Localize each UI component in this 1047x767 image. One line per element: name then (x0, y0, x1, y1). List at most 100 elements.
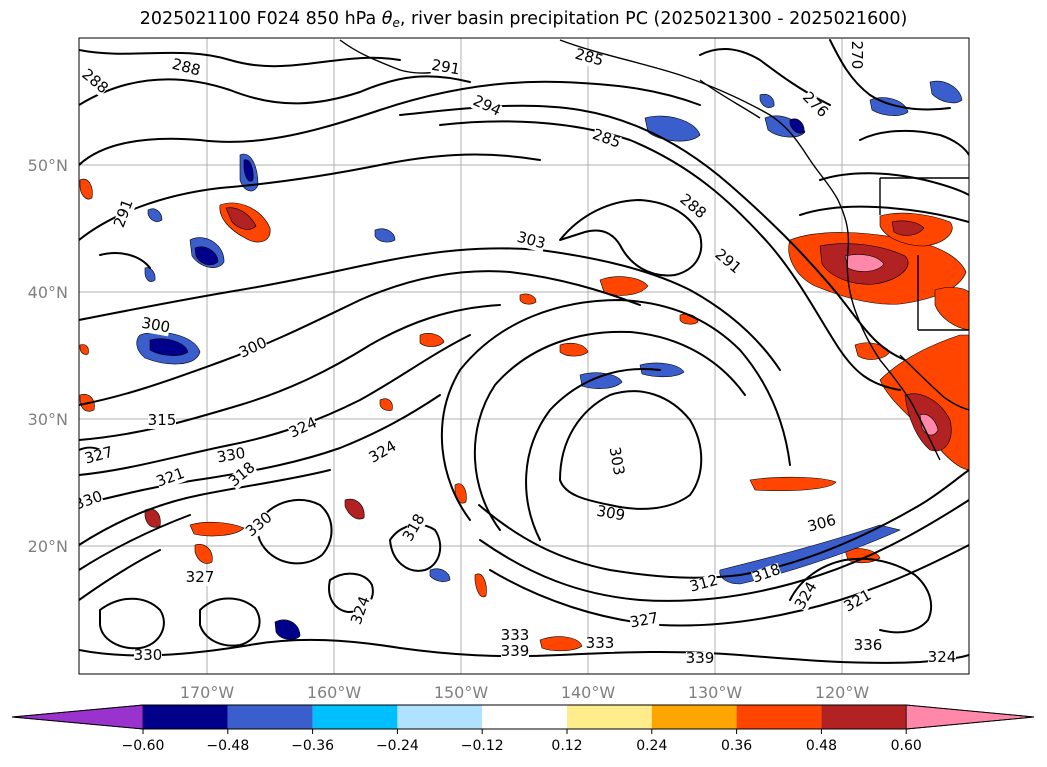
contour-label-background (148, 414, 176, 429)
colorbar-tick-label: 0.12 (551, 738, 582, 754)
longitude-labels: 170°W 160°W 150°W 140°W 130°W 120°W (180, 683, 870, 702)
contour-label-background (134, 649, 162, 664)
contour-label-background (629, 611, 660, 632)
colorbar-segment (821, 705, 907, 729)
latitude-label: 20°N (28, 537, 68, 556)
colorbar-tick-label: −0.12 (461, 738, 504, 754)
colorbar-segment (143, 705, 228, 729)
longitude-label: 150°W (434, 683, 489, 702)
colorbar-ticks: −0.60 −0.48 −0.36 −0.24 −0.12 0.12 0.24 0.36 0.4… (122, 729, 922, 754)
contour-label: 309 (595, 502, 626, 525)
colorbar-extend-min (11, 704, 144, 730)
colorbar-segment (397, 705, 483, 729)
colorbar-tick-label: −0.60 (122, 738, 165, 754)
contour-label-background (686, 652, 714, 667)
coastal-positive-region (854, 287, 969, 471)
title-suffix: , river basin precipitation PC (20250213… (399, 9, 908, 29)
contour-label-background (140, 316, 171, 337)
contour-label-background (793, 580, 821, 613)
colorbar-tick-label: −0.36 (291, 738, 334, 754)
colorbar-tick-label: 0.60 (891, 738, 922, 754)
contour-label: 330 (215, 444, 246, 467)
positive-anomaly-region (788, 212, 967, 305)
title-theta-subscript: e (392, 16, 400, 30)
colorbar-segments (11, 704, 1035, 730)
colorbar-segment (312, 705, 398, 729)
contour-label-background (430, 58, 461, 79)
contour-label: 303 (606, 445, 629, 476)
contour-label-background (573, 47, 605, 70)
contour-label-background (806, 513, 838, 536)
contour-label: 270 (848, 41, 866, 70)
longitude-label: 140°W (561, 683, 616, 702)
contour-label-background (112, 198, 137, 230)
colorbar-segment (567, 705, 652, 729)
contour-label-background (287, 416, 320, 442)
contour-label-background (244, 510, 276, 541)
contour-label-background (848, 41, 863, 69)
title-theta: θ (381, 9, 393, 29)
colorbar: −0.60 −0.48 −0.36 −0.24 −0.12 0.12 0.24 0.36 0.4… (11, 704, 1035, 754)
chart-title: 2025021100 F024 850 hPa θe, river basin … (0, 9, 1047, 30)
longitude-label: 130°W (688, 683, 743, 702)
contour-label-background (186, 571, 214, 586)
contour-label-background (470, 94, 503, 120)
contour-label: 300 (140, 314, 171, 337)
longitude-label: 160°W (307, 683, 362, 702)
colorbar-segment (736, 705, 822, 729)
colorbar-tick-label: −0.24 (376, 738, 419, 754)
contour-label-background (349, 595, 374, 627)
contour-label-background (590, 127, 622, 152)
map-panel: 288 2882912912942852852882912702763033003… (78, 37, 970, 675)
longitude-label: 120°W (815, 683, 870, 702)
contour-label: 333 (586, 634, 615, 652)
colorbar-tick-label: 0.36 (721, 738, 752, 754)
contour-label: 315 (148, 411, 177, 429)
contour-label: 339 (686, 649, 715, 667)
colorbar-segment (651, 705, 737, 729)
contour-label-background (676, 192, 708, 223)
colorbar-segment (482, 705, 567, 729)
contour-label-background (928, 651, 956, 666)
colorbar-tick-label: 0.48 (806, 738, 837, 754)
contour-label-background (216, 446, 247, 467)
contour-label-background (501, 629, 529, 644)
contour-label-background (170, 57, 202, 80)
contour-label-background (842, 588, 875, 616)
contour-label-background (854, 639, 882, 654)
title-prefix: 2025021100 F024 850 hPa (139, 9, 382, 29)
contour-label: 327 (186, 568, 215, 586)
contour-label-background (367, 439, 400, 467)
contour-label: 291 (430, 56, 461, 79)
contour-label: 324 (928, 648, 957, 666)
contour-label-background (586, 637, 614, 652)
contour-label: 330 (134, 646, 163, 664)
scattered-positive-cells (79, 178, 881, 652)
colorbar-tick-label: 0.24 (636, 738, 667, 754)
contour-label-background (79, 489, 105, 514)
contour-label-background (799, 90, 830, 121)
contour-label-background (83, 445, 115, 468)
colorbar-tick-label: −0.48 (206, 738, 249, 754)
contour-label-background (155, 466, 187, 491)
contour-label-background (79, 67, 110, 98)
latitude-labels: 50°N 40°N 30°N 20°N (28, 156, 68, 556)
colorbar-extend-max (905, 704, 1035, 730)
latitude-label: 40°N (28, 283, 68, 302)
contour-label-background (515, 230, 547, 253)
contour-label-background (401, 512, 429, 545)
graticule (79, 38, 969, 674)
latitude-label: 50°N (28, 156, 68, 175)
contour-label-background (595, 504, 626, 525)
coastlines (339, 39, 969, 461)
contour-label: 333 (501, 626, 530, 644)
contour-label: 339 (501, 642, 530, 660)
contour-label-background (688, 573, 720, 596)
contour-label-background (605, 446, 626, 477)
contour-label-background (501, 645, 529, 660)
contour-label-background (711, 247, 743, 278)
contour-label-background (227, 460, 259, 491)
contour-label: 327 (628, 609, 659, 632)
longitude-label: 170°W (180, 683, 235, 702)
